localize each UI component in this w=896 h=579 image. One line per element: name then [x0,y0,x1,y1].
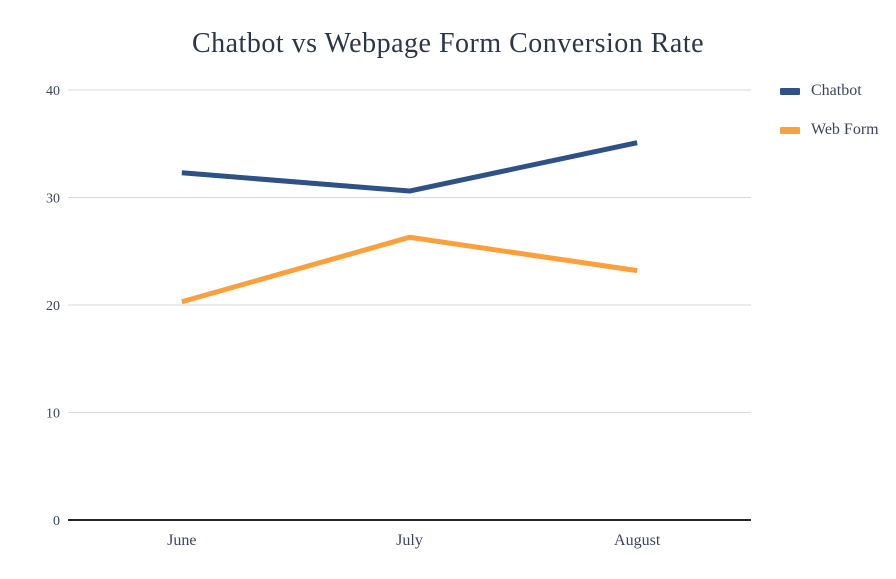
legend-swatch-web-form [780,126,800,134]
series-line-web-form [181,234,638,305]
x-tick-label-august: August [614,532,661,549]
x-axis-tick-labels: June July August [167,532,661,549]
legend-label-chatbot: Chatbot [811,82,862,99]
y-tick-label-30: 30 [46,192,60,207]
y-axis-tick-labels: 0 10 20 30 40 [46,84,60,529]
y-tick-label-0: 0 [53,514,60,529]
gridlines [68,89,751,413]
legend-swatch-chatbot [780,87,800,95]
legend-item-web-form: Web Form [780,121,879,139]
series-line-chatbot [181,140,638,194]
data-series-lines [181,140,638,305]
legend-item-chatbot: Chatbot [780,82,879,100]
legend: Chatbot Web Form [780,82,879,139]
x-tick-label-june: June [167,532,196,549]
y-tick-label-20: 20 [46,299,60,314]
x-tick-label-july: July [396,532,423,549]
y-tick-label-10: 10 [46,407,60,422]
chart-title: Chatbot vs Webpage Form Conversion Rate [191,28,705,59]
legend-label-web-form: Web Form [811,121,879,138]
y-tick-label-40: 40 [46,84,60,99]
